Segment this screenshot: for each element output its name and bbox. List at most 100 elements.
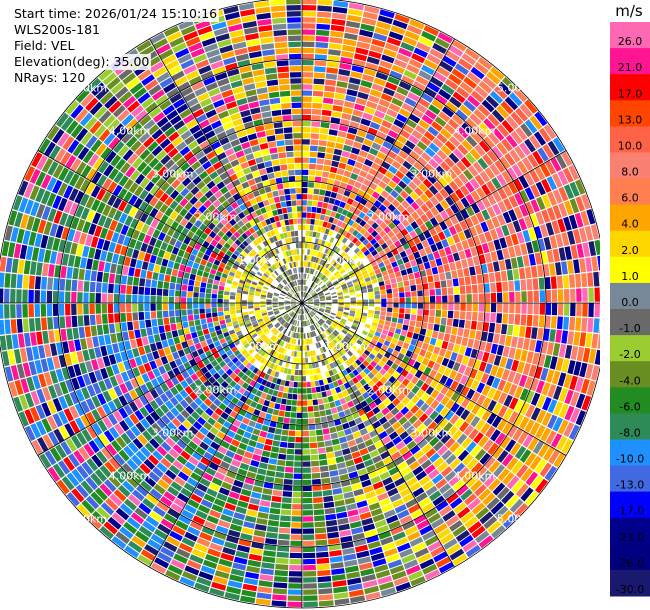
range-gate (32, 375, 41, 390)
range-gate (431, 266, 439, 275)
range-gate (303, 564, 316, 571)
range-gate (508, 383, 518, 396)
range-gate (445, 399, 455, 410)
range-gate (419, 348, 427, 357)
range-gate (469, 329, 476, 339)
range-gate (558, 202, 568, 218)
range-gate (182, 419, 192, 430)
range-gate (159, 496, 173, 507)
range-gate (347, 178, 356, 186)
range-gate (170, 275, 177, 283)
range-gate (429, 337, 437, 346)
range-gate (461, 337, 469, 347)
range-gate (208, 376, 216, 384)
range-gate (289, 424, 296, 430)
range-gate (411, 211, 420, 221)
range-gate (302, 218, 307, 224)
range-gate (490, 251, 498, 262)
range-gate (213, 531, 227, 540)
range-gate (149, 185, 160, 196)
range-gate (493, 355, 502, 366)
range-gate (168, 163, 179, 174)
range-gate (316, 245, 321, 251)
range-gate (274, 330, 279, 336)
range-gate (379, 498, 391, 507)
range-gate (332, 186, 339, 193)
range-gate (78, 326, 86, 339)
range-gate (29, 406, 41, 422)
range-gate (372, 115, 383, 125)
range-gate (309, 442, 318, 449)
range-gate (302, 163, 309, 169)
range-gate (388, 393, 397, 402)
range-gate (593, 318, 600, 333)
range-gate (248, 261, 255, 268)
range-gate (0, 288, 4, 303)
range-gate (418, 334, 425, 342)
range-gate (379, 315, 386, 321)
range-gate (341, 237, 348, 244)
range-gate (383, 247, 391, 254)
range-gate (214, 190, 223, 199)
range-gate (361, 479, 372, 488)
range-gate (158, 325, 165, 334)
range-gate (405, 303, 411, 309)
range-gate (326, 61, 339, 68)
range-gate (193, 467, 205, 477)
range-gate (268, 458, 278, 465)
range-gate (391, 317, 398, 323)
range-gate (135, 530, 150, 543)
range-gate (338, 266, 344, 273)
range-gate (344, 26, 359, 35)
range-gate (76, 375, 86, 388)
range-gate (470, 462, 483, 475)
range-gate (344, 276, 350, 281)
range-gate (440, 433, 451, 445)
range-gate (162, 170, 173, 181)
range-gate (165, 469, 177, 480)
range-gate (274, 428, 282, 435)
range-gate (374, 157, 384, 166)
range-gate (403, 280, 410, 287)
range-gate (168, 303, 175, 310)
range-gate (313, 411, 320, 418)
range-gate (297, 382, 302, 388)
range-gate (411, 53, 426, 64)
range-gate (359, 219, 367, 227)
range-gate (415, 277, 422, 285)
range-gate (412, 419, 423, 429)
range-gate (327, 420, 335, 428)
range-gate (189, 254, 196, 262)
range-gate (311, 292, 317, 297)
range-gate (211, 477, 223, 487)
range-gate (123, 236, 131, 247)
range-gate (239, 356, 246, 363)
range-gate (369, 182, 378, 191)
range-gate (189, 391, 198, 401)
range-gate (471, 525, 486, 539)
range-gate (354, 284, 360, 289)
range-gate (214, 364, 222, 372)
range-gate (388, 213, 397, 221)
range-gate (156, 310, 163, 319)
range-gate (46, 290, 53, 303)
range-gate (487, 442, 499, 456)
range-gate (401, 553, 416, 564)
range-gate (525, 326, 532, 339)
range-gate (414, 103, 427, 114)
range-gate (320, 121, 330, 129)
range-gate (394, 345, 402, 352)
range-gate (465, 152, 477, 165)
range-gate (220, 277, 227, 283)
range-gate (354, 195, 363, 203)
range-gate (260, 303, 266, 306)
range-gate (458, 277, 465, 286)
range-gate (586, 209, 596, 225)
range-gate (231, 284, 238, 289)
range-gate (444, 140, 456, 152)
range-gate (94, 124, 107, 138)
range-gate (255, 403, 263, 411)
range-gate (370, 274, 377, 281)
range-gate (318, 220, 324, 227)
range-gate (360, 266, 367, 273)
